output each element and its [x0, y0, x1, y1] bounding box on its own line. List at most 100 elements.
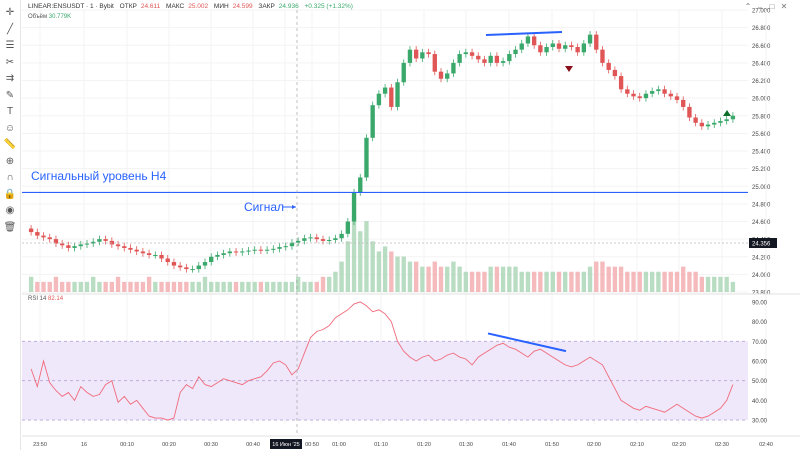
candle-body [463, 52, 469, 55]
candle-body [128, 247, 133, 250]
candle-body [668, 93, 673, 97]
volume-bar [612, 266, 618, 292]
projection-icon[interactable]: ⇉ [5, 73, 15, 84]
eye-icon[interactable]: ◉ [5, 205, 15, 216]
zoom-icon[interactable]: ⊕ [5, 155, 15, 167]
time-tick-label: 01:30 [459, 442, 473, 448]
candle-body [625, 89, 630, 94]
time-tick-label: 02:30 [715, 442, 729, 448]
rsi-label[interactable]: RSI 14 82.14 [28, 296, 63, 302]
open-label: ОТКР [119, 3, 137, 10]
trash-icon[interactable]: 🗑 [3, 221, 17, 233]
volume-bar [432, 261, 437, 292]
volume-bar [445, 266, 450, 292]
volume-bar [308, 281, 313, 292]
volume-bar [550, 271, 555, 292]
volume-bar [538, 271, 543, 292]
buy-marker [723, 110, 731, 116]
volume-bar [519, 271, 524, 292]
candle-body [712, 122, 717, 125]
volume-bar [215, 281, 220, 292]
volume-bar [556, 271, 562, 292]
candle-body [389, 87, 394, 107]
crosshair-time-badge [270, 439, 302, 449]
emoji-icon[interactable]: ☺ [4, 122, 16, 134]
candle-body [438, 71, 444, 79]
last-price-label: 24.356 [752, 242, 771, 248]
candle-body [420, 52, 425, 59]
candle-body [190, 269, 195, 271]
candle-body [476, 55, 481, 60]
fib-icon[interactable]: ☰ [5, 40, 15, 51]
time-tick-label: 02:20 [672, 442, 686, 448]
trendline-icon[interactable]: ╱ [6, 23, 14, 35]
pattern-icon[interactable]: ✂ [5, 56, 15, 68]
volume-bar [693, 271, 698, 292]
brush-icon[interactable]: ✎ [5, 89, 15, 101]
candle-body [252, 249, 257, 251]
volume-bar [662, 271, 667, 292]
volume-bar [426, 266, 431, 292]
candle-body [35, 232, 40, 236]
expand-icon[interactable]: ⌄ [756, 2, 764, 11]
volume-bar [513, 266, 518, 292]
volume-bar [730, 281, 736, 292]
candle-body [66, 245, 71, 248]
candle-body [426, 52, 431, 55]
candle-body [271, 248, 276, 250]
candle-body [494, 55, 500, 63]
candle-body [575, 47, 580, 53]
candle-body [631, 93, 636, 97]
volume-bar [122, 281, 127, 292]
price-tick-label: 25.400 [752, 150, 771, 156]
candle-body [320, 239, 326, 241]
candle-body [177, 265, 183, 268]
candle-body [594, 34, 599, 50]
lock-icon[interactable]: 🔒 [3, 188, 17, 200]
volume-bar [35, 281, 40, 292]
volume-bar [668, 271, 673, 292]
volume-bar [72, 281, 77, 292]
candle-body [382, 87, 388, 94]
candle-body [295, 240, 301, 243]
last-price-badge [749, 238, 777, 249]
volume-bar [233, 281, 239, 292]
volume-bar [146, 276, 152, 292]
candle-body [84, 243, 90, 245]
volume-bar [376, 251, 382, 292]
candle-body [395, 82, 400, 107]
price-tick-label: 25.200 [752, 167, 771, 173]
ruler-icon[interactable]: 📏 [3, 139, 17, 150]
volume-bar [258, 281, 264, 292]
volume-bar [97, 281, 102, 292]
candle-body [581, 43, 587, 53]
candle-body [445, 73, 450, 79]
candle-body [72, 246, 77, 248]
rsi-title: RSI 14 [28, 296, 47, 302]
crosshair-icon[interactable]: ✛ [5, 7, 15, 18]
volume-bar [724, 276, 729, 292]
close-value: 24.936 [278, 3, 299, 10]
volume-bar [438, 266, 444, 292]
text-icon[interactable]: T [6, 106, 14, 117]
volume-bar [364, 221, 369, 292]
volume-bar [128, 281, 133, 292]
volume-bar [575, 271, 580, 292]
magnet-icon[interactable]: ∩ [6, 172, 14, 183]
maximize-icon[interactable]: □ [769, 2, 775, 11]
volume-bar [643, 271, 649, 292]
time-tick-label: 01:50 [545, 442, 559, 448]
candle-body [364, 137, 369, 178]
close-icon[interactable]: ✕ [780, 2, 788, 11]
volume-bar [351, 216, 357, 292]
collapse-icon[interactable]: ⌃ [744, 2, 752, 11]
candle-body [618, 76, 624, 90]
symbol-name[interactable]: LINEAR:ENSUSDT · 1 · Bybit [28, 3, 114, 10]
candle-body [538, 45, 543, 53]
candle-body [656, 89, 661, 92]
volume-bar [569, 271, 574, 292]
volume-bar [345, 241, 351, 292]
candle-body [258, 249, 264, 251]
price-divergence-line [485, 31, 563, 36]
